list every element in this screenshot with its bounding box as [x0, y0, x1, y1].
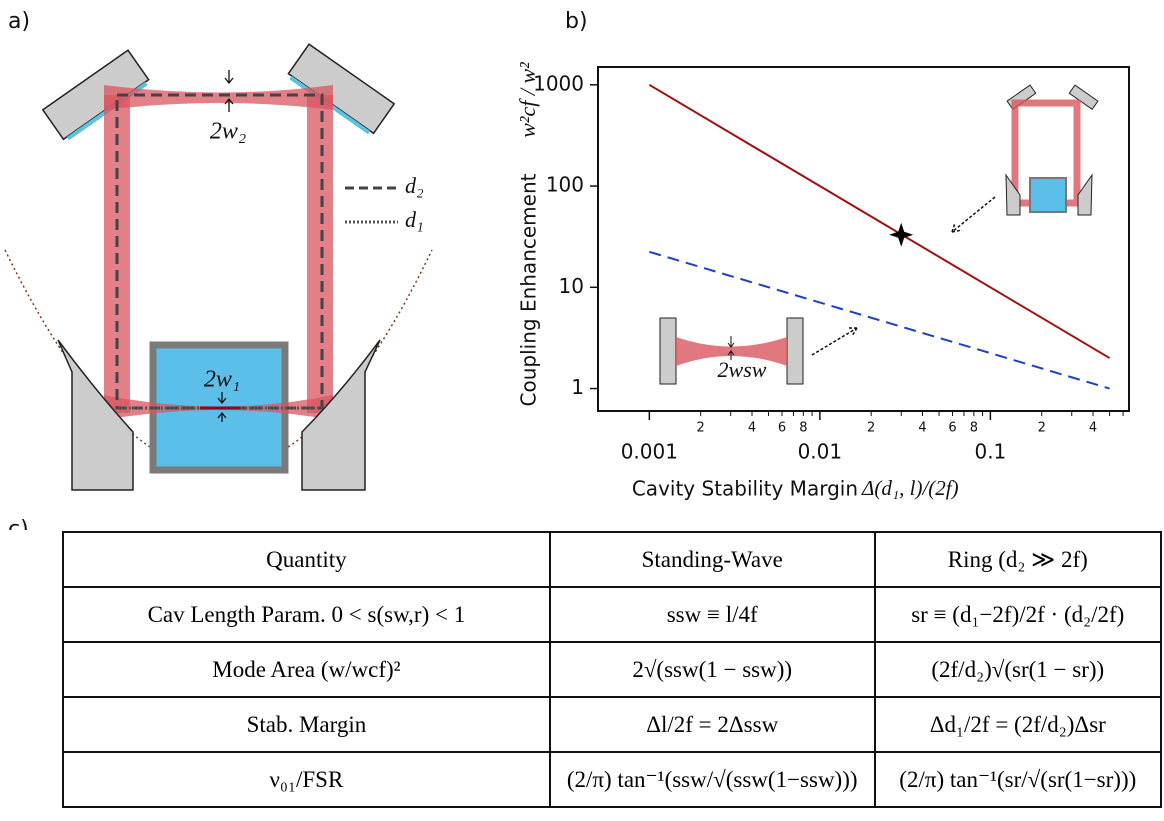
panel-label: c) [8, 517, 29, 530]
waist-label: 2w₂ [210, 119, 246, 145]
standing-wave-inset: 2wsw [659, 317, 858, 385]
x-minor-tick-label: 8 [970, 421, 978, 436]
x-minor-tick-label: 2 [697, 421, 705, 436]
table-cell: Standing-Wave [548, 531, 876, 588]
x-axis-label-math: Δ(d₁, l)/(2f) [861, 476, 959, 500]
table: Quantity Standing-Wave Ring (d₂ ≫ 2f) Cav L… [62, 531, 1163, 808]
inset-label: 2wsw [718, 357, 767, 382]
plot-frame [597, 66, 1130, 412]
table-row: Stab. Margin Δl/2f = 2Δssw Δd₁/2f = (2f/d₂… [62, 696, 1163, 753]
x-tick-label: 0.1 [974, 440, 1006, 464]
legend-label: d₂ [405, 173, 424, 198]
star-marker [889, 222, 914, 247]
figure-top: a) b) c) 2w₂ 2w₁ d₂ d₁ [4, 9, 1130, 530]
line-series [648, 83, 1111, 359]
table-cell: Δl/2f = 2Δssw [548, 696, 876, 753]
table-cell: Δd₁/2f = (2f/d₂)Δsr [873, 696, 1163, 753]
cavity-diagram: 2w₂ 2w₁ d₂ d₁ [4, 43, 433, 491]
y-tick-label: 100 [546, 173, 584, 197]
table-cell: sr ≡ (d₁−2f)/2f · (d₂/2f) [873, 586, 1163, 643]
table-cell: Stab. Margin [62, 696, 551, 753]
legend-label: d₁ [405, 207, 424, 232]
beam [307, 95, 333, 413]
waist-label: 2w₁ [204, 367, 240, 393]
beam [104, 85, 333, 110]
x-minor-tick-label: 4 [1089, 421, 1097, 436]
table-row: Cav Length Param. 0 < s(sw,r) < 1 ssw ≡ l… [62, 586, 1163, 643]
x-axis-label: Cavity Stability Margin [632, 477, 858, 501]
x-minor-tick-label: 4 [748, 421, 756, 436]
mirror [57, 339, 134, 491]
table-cell: (2/π) tan⁻¹(ssw/√(ssw(1−ssw))) [548, 751, 876, 808]
table-cell: Cav Length Param. 0 < s(sw,r) < 1 [62, 586, 551, 643]
table-cell: ν₀₁/FSR [62, 751, 551, 808]
table-cell: Quantity [62, 531, 551, 588]
line-series [649, 250, 1110, 390]
y-axis-label: Coupling Enhancement [517, 173, 541, 406]
table-cell: Ring (d₂ ≫ 2f) [873, 531, 1163, 588]
y-tick-label: 1 [571, 375, 584, 399]
table-row: ν₀₁/FSR (2/π) tan⁻¹(ssw/√(ssw(1−ssw))) (2/… [62, 751, 1163, 808]
x-minor-tick-label: 8 [799, 421, 807, 436]
y-axis-label-math: w²cf / w² [515, 62, 540, 138]
table-cell: (2/π) tan⁻¹(sr/√(sr(1−sr))) [873, 751, 1163, 808]
x-minor-tick-label: 4 [918, 421, 926, 436]
table-row: Mode Area (w/wcf)² 2√(ssw(1 − ssw)) (2f/d₂… [62, 641, 1163, 698]
waist-arrows [217, 392, 227, 422]
x-tick-label: 0.001 [621, 440, 678, 464]
x-minor-tick-label: 2 [1038, 421, 1046, 436]
table-cell: ssw ≡ l/4f [548, 586, 876, 643]
panel-label: a) [8, 9, 30, 34]
mirror [301, 339, 381, 491]
x-minor-tick-label: 6 [778, 421, 786, 436]
x-tick-label: 0.01 [798, 440, 843, 464]
x-minor-tick-label: 2 [867, 421, 875, 436]
panel-label: b) [565, 9, 588, 34]
table-cell: 2√(ssw(1 − ssw)) [548, 641, 876, 698]
y-tick-label: 1000 [533, 71, 584, 95]
y-tick-label: 10 [559, 274, 584, 298]
table-cell: (2f/d₂)√(sr(1 − sr)) [873, 641, 1163, 698]
waist-arrows [224, 70, 234, 112]
table-cell: Mode Area (w/wcf)² [62, 641, 551, 698]
ring-inset [951, 84, 1099, 233]
table-row: Quantity Standing-Wave Ring (d₂ ≫ 2f) [62, 531, 1163, 588]
x-minor-tick-label: 6 [948, 421, 956, 436]
